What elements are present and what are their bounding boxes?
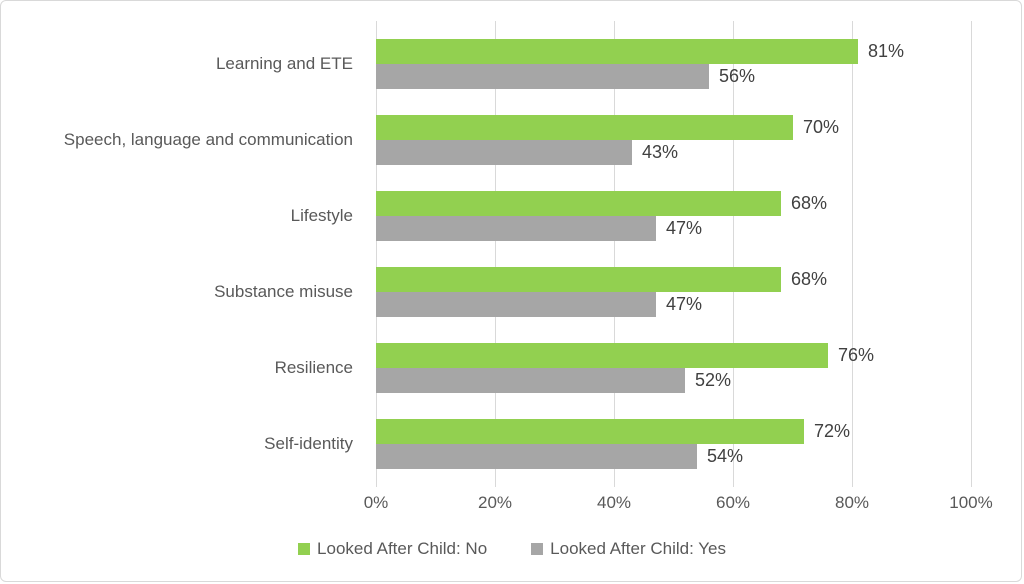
bar-yes — [376, 64, 709, 89]
gridline — [376, 21, 377, 487]
bar-value-label: 68% — [791, 193, 828, 213]
bar-value-label: 43% — [642, 142, 679, 162]
bar-no — [376, 191, 781, 216]
category-label: Self-identity — [264, 434, 353, 454]
bar-yes — [376, 216, 656, 241]
bar-value-label: 70% — [803, 117, 840, 137]
bar-value-label: 68% — [791, 269, 828, 289]
bar-no — [376, 39, 858, 64]
bar-value-label: 47% — [666, 294, 703, 314]
bar-no — [376, 343, 828, 368]
x-tick-label: 40% — [596, 493, 632, 512]
gridline — [614, 21, 615, 487]
bar-value-label: 76% — [838, 345, 875, 365]
bar-no — [376, 267, 781, 292]
bar-yes — [376, 368, 685, 393]
category-label: Learning and ETE — [215, 54, 353, 74]
category-label: Speech, language and communication — [63, 130, 353, 150]
bar-yes — [376, 140, 632, 165]
legend-swatch-icon — [298, 543, 311, 555]
category-label: Resilience — [274, 358, 353, 378]
bar-value-label: 52% — [695, 370, 732, 390]
legend-swatch-icon — [531, 543, 544, 555]
legend-entry-yes: Looked After Child: Yes — [531, 539, 726, 559]
x-axis: 0% 20% 40% 60% 80% 100% — [364, 493, 993, 517]
x-tick-label: 0% — [363, 493, 389, 512]
gridline — [971, 21, 972, 487]
legend-label: Looked After Child: Yes — [550, 539, 726, 558]
x-tick-label: 60% — [715, 493, 751, 512]
bar-yes — [376, 444, 697, 469]
legend-entry-no: Looked After Child: No — [298, 539, 487, 559]
bar-value-label: 56% — [719, 66, 756, 86]
bar-no — [376, 115, 793, 140]
category-label: Substance misuse — [214, 282, 353, 302]
gridline — [733, 21, 734, 487]
legend-label: Looked After Child: No — [317, 539, 488, 558]
category-axis: Learning and ETE Speech, language and com… — [1, 21, 363, 479]
plot-area: 81% 56% 70% 43% 68% 47% 68% 47% 76% 52% 72% 54% — [376, 21, 972, 487]
gridline — [852, 21, 853, 487]
x-tick-label: 100% — [949, 493, 993, 512]
bar-no — [376, 419, 804, 444]
bar-value-label: 54% — [707, 446, 744, 466]
bar-value-label: 72% — [814, 421, 851, 441]
bar-value-label: 47% — [666, 218, 703, 238]
x-tick-label: 80% — [834, 493, 870, 512]
category-label: Lifestyle — [290, 206, 353, 226]
x-tick-label: 20% — [477, 493, 513, 512]
gridline — [495, 21, 496, 487]
bar-yes — [376, 292, 656, 317]
bar-value-label: 81% — [868, 41, 905, 61]
legend: Looked After Child: No Looked After Child… — [1, 539, 1021, 559]
